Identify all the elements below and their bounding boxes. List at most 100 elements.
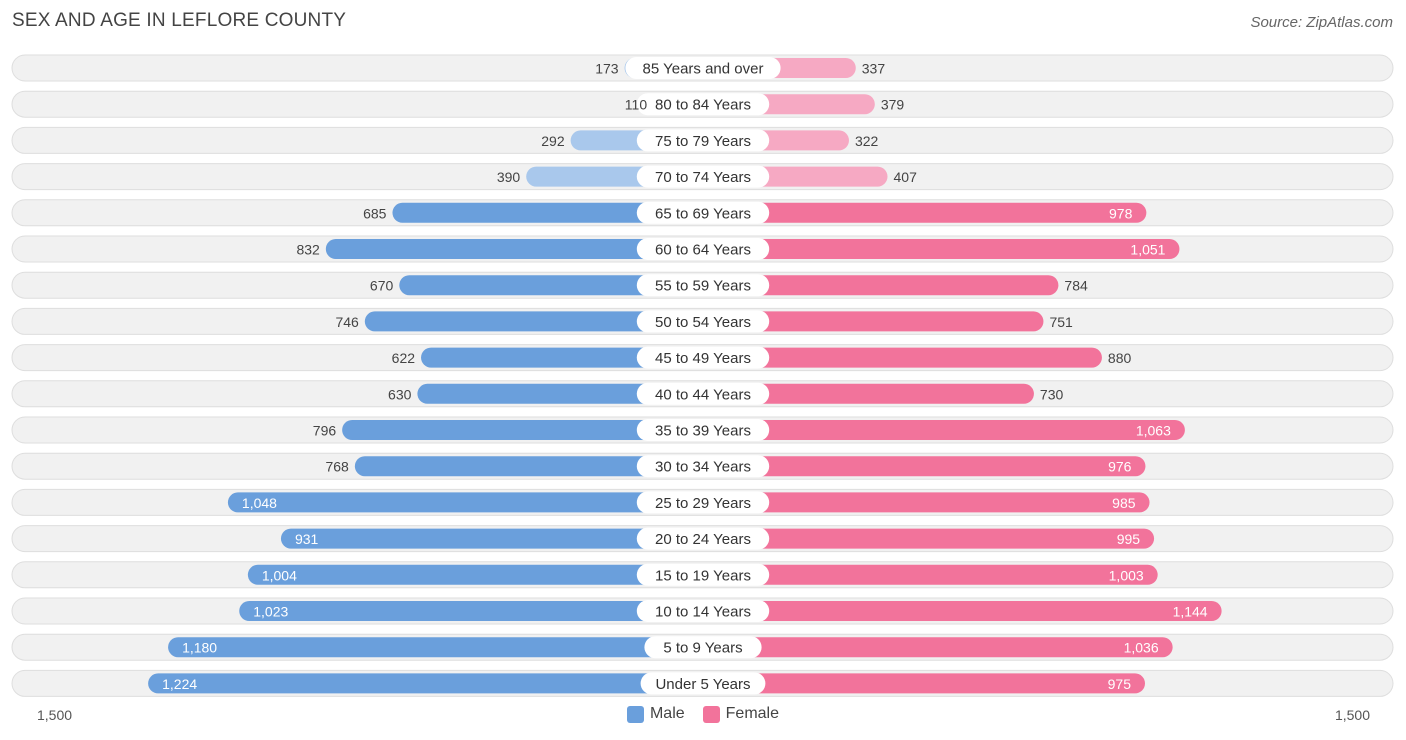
male-value-label: 796 xyxy=(313,423,337,439)
female-bar xyxy=(703,275,1059,296)
category-label-pill xyxy=(636,274,770,297)
female-value-label: 880 xyxy=(1108,350,1132,366)
category-label: 15 to 19 Years xyxy=(655,567,751,584)
female-value-label: 1,003 xyxy=(1109,567,1144,583)
category-label-pill xyxy=(636,491,770,514)
category-label-pill xyxy=(636,165,770,188)
male-bar xyxy=(148,673,703,694)
male-value-label: 1,180 xyxy=(182,640,217,656)
female-value-label: 407 xyxy=(894,169,918,185)
female-bar xyxy=(703,347,1102,368)
legend-item-female[interactable]: Female xyxy=(702,705,780,723)
female-bar xyxy=(703,383,1034,404)
male-value-label: 630 xyxy=(388,386,412,402)
category-label: 35 to 39 Years xyxy=(655,423,751,440)
category-label-pill xyxy=(636,310,770,333)
female-value-label: 751 xyxy=(1049,314,1073,330)
female-value-label: 1,051 xyxy=(1130,242,1165,258)
female-value-label: 985 xyxy=(1112,495,1136,511)
male-value-label: 622 xyxy=(392,350,416,366)
male-value-label: 685 xyxy=(363,205,387,221)
category-label-pill xyxy=(636,346,770,369)
category-label-pill xyxy=(636,527,770,550)
category-label-pill xyxy=(636,238,770,260)
category-label-pill xyxy=(636,600,770,622)
male-value-label: 173 xyxy=(595,61,619,77)
category-label: 70 to 74 Years xyxy=(655,169,751,186)
male-bar xyxy=(227,492,703,513)
male-bar xyxy=(325,239,703,259)
category-label: 55 to 59 Years xyxy=(655,278,751,295)
legend-female-label: Female xyxy=(725,705,780,722)
category-label: 65 to 69 Years xyxy=(655,205,751,222)
category-label: 85 Years and over xyxy=(643,61,764,78)
category-label: 45 to 49 Years xyxy=(655,350,751,367)
category-label: 5 to 9 Years xyxy=(663,640,742,657)
category-label: 10 to 14 Years xyxy=(655,604,751,621)
male-bar xyxy=(417,383,703,404)
male-bar xyxy=(392,202,703,223)
male-value-label: 390 xyxy=(497,169,521,185)
female-bar xyxy=(703,564,1158,585)
male-value-label: 746 xyxy=(335,314,359,330)
female-bar xyxy=(703,673,1145,694)
category-label-pill xyxy=(625,57,781,79)
female-bar xyxy=(703,492,1150,513)
axis-left-label: 1,500 xyxy=(37,707,73,723)
female-value-label: 975 xyxy=(1108,676,1132,692)
category-label-pill xyxy=(636,455,770,478)
category-label: 80 to 84 Years xyxy=(655,97,751,114)
category-label-pill xyxy=(636,93,770,116)
category-label-pill xyxy=(640,672,766,695)
male-bar xyxy=(342,420,703,440)
male-value-label: 1,048 xyxy=(242,495,277,511)
female-bar xyxy=(703,637,1173,658)
male-value-label: 292 xyxy=(541,133,565,149)
female-bar xyxy=(703,601,1222,621)
source-label: Source: ZipAtlas.com xyxy=(1250,14,1393,31)
male-value-label: 110 xyxy=(625,97,648,113)
category-label-pill xyxy=(636,419,770,441)
female-bar xyxy=(703,202,1147,223)
female-bar xyxy=(703,311,1044,332)
chart-title: SEX AND AGE IN LEFLORE COUNTY xyxy=(12,10,347,31)
category-label: 50 to 54 Years xyxy=(655,314,751,331)
male-value-label: 832 xyxy=(296,242,320,258)
female-bar xyxy=(703,528,1155,549)
category-label-pill xyxy=(636,201,770,224)
male-value-label: 1,224 xyxy=(162,676,197,692)
category-label: 40 to 44 Years xyxy=(655,386,751,403)
male-value-label: 931 xyxy=(295,531,319,547)
male-bar xyxy=(354,456,703,477)
male-bar xyxy=(399,275,703,296)
male-value-label: 768 xyxy=(325,459,349,475)
legend-male-label: Male xyxy=(649,705,685,722)
category-label: 75 to 79 Years xyxy=(655,133,751,150)
female-bar xyxy=(703,420,1185,440)
category-label: 25 to 29 Years xyxy=(655,495,751,512)
legend: Male Female xyxy=(0,705,1406,723)
male-bar xyxy=(168,637,704,658)
category-label: 20 to 24 Years xyxy=(655,531,751,548)
female-value-label: 1,036 xyxy=(1124,640,1159,656)
female-bar xyxy=(703,239,1180,259)
male-value-label: 1,023 xyxy=(253,604,288,620)
category-label-pill xyxy=(644,636,762,659)
male-bar xyxy=(247,564,703,585)
category-label: Under 5 Years xyxy=(655,676,750,693)
female-value-label: 1,144 xyxy=(1173,604,1208,620)
female-value-label: 337 xyxy=(862,61,886,77)
axis-right-label: 1,500 xyxy=(1334,707,1370,723)
male-bar xyxy=(421,347,703,368)
legend-item-male[interactable]: Male xyxy=(626,705,685,723)
female-value-label: 995 xyxy=(1117,531,1141,547)
category-label-pill xyxy=(636,129,770,152)
female-value-label: 379 xyxy=(881,97,905,113)
female-value-label: 1,063 xyxy=(1136,423,1171,439)
female-value-label: 784 xyxy=(1064,278,1088,294)
male-value-label: 1,004 xyxy=(262,567,297,583)
female-value-label: 978 xyxy=(1109,205,1133,221)
female-value-label: 976 xyxy=(1108,459,1132,475)
female-bar xyxy=(703,456,1146,477)
